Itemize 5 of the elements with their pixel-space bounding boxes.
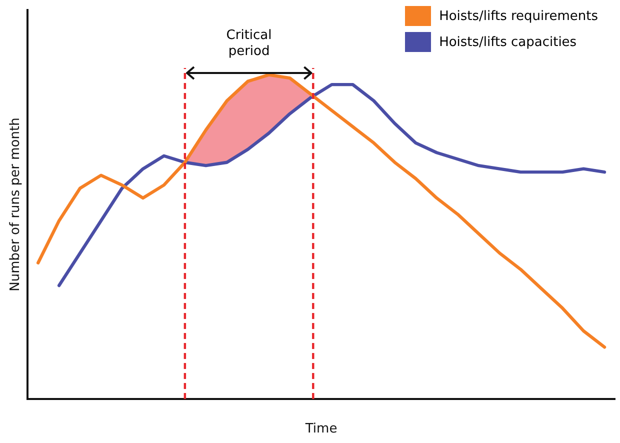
legend-label: Hoists/lifts requirements — [439, 8, 598, 24]
x-axis-title: Time — [304, 422, 338, 437]
legend-label: Hoists/lifts capacities — [439, 34, 577, 50]
text: Critical period — [225, 28, 273, 60]
y-axis-title: Number of runs per month — [8, 118, 24, 292]
